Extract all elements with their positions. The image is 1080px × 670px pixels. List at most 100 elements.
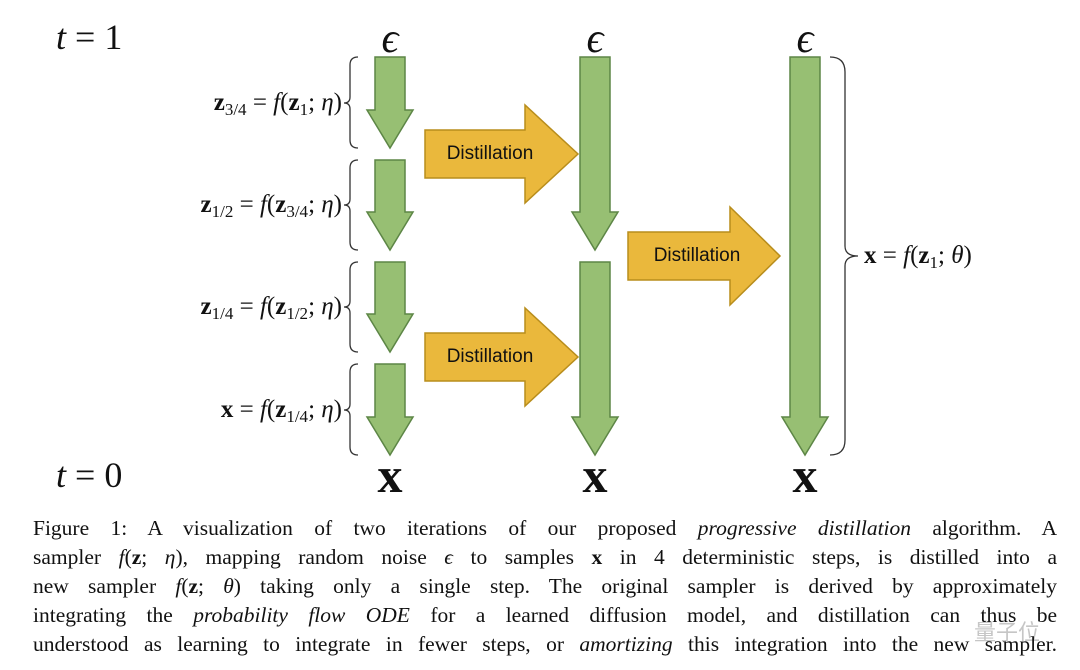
text-run: z [131, 545, 142, 569]
text-run: η [321, 293, 334, 320]
text-run: ; [938, 242, 952, 269]
text-run: z [288, 89, 300, 116]
text-run: z [275, 293, 287, 320]
text-run: ) [333, 396, 342, 423]
text-run: amortizing [579, 632, 673, 656]
text-run: f [273, 89, 281, 116]
text-run: 3/4 [224, 100, 247, 120]
green-arrows [365, 56, 830, 457]
distillation-arrow [424, 306, 580, 408]
noise-label: ϵ [382, 16, 401, 62]
text-run: this integration into the new sampler. [672, 632, 1058, 656]
text-run: ( [266, 396, 276, 423]
step-equation: z1/4 = f(z1/2; η) [200, 291, 342, 330]
text-run: ; [308, 293, 322, 320]
sample-label: x [583, 447, 608, 503]
caption-line: sampler f(z; η), mapping random noise ϵ … [33, 543, 1057, 571]
text-run: ( [124, 545, 132, 569]
text-run: f [175, 574, 182, 598]
text-run: ) [963, 242, 972, 269]
text-run: z [188, 574, 199, 598]
text-run: progressive distillation [697, 516, 912, 540]
text-run: ( [910, 242, 919, 269]
brace [343, 159, 359, 251]
braces [343, 56, 859, 456]
text-run: ; [308, 191, 322, 218]
text-run: = [246, 89, 274, 116]
step-equation: x = f(z1/4; η) [221, 394, 342, 433]
distillation-label: Distillation [447, 346, 534, 367]
text-run: sampler [33, 545, 119, 569]
noise-label: ϵ [587, 16, 606, 62]
text-run: Figure 1: A visualization of two iterati… [33, 516, 698, 540]
text-run: f [259, 191, 267, 218]
text-run: z [275, 191, 287, 218]
distillation-text: Distillation Distillation Distillation [447, 143, 741, 367]
distillation-arrows [424, 103, 782, 408]
text-run: = [233, 191, 260, 218]
text-run: 1/2 [286, 304, 309, 324]
noise-text: ϵ ϵ ϵ x x x [378, 16, 818, 503]
distillation-arrow [627, 205, 782, 307]
text-run: x [220, 396, 234, 423]
text-run: 1/2 [211, 202, 234, 222]
text-run: η [321, 89, 334, 116]
text-run: t [56, 455, 67, 495]
brace [343, 363, 359, 456]
brace [343, 261, 359, 353]
text-run: probability flow ODE [193, 603, 410, 627]
step-arrow [365, 261, 415, 354]
text-run: x [591, 545, 603, 569]
watermark: 量子位 [974, 621, 1040, 646]
text-run: = [233, 396, 260, 423]
text-run: = 0 [66, 455, 123, 495]
text-run: z [918, 242, 930, 269]
text-run: = [233, 293, 260, 320]
text-run: ; [308, 396, 322, 423]
text-run: understood as learning to integrate in f… [33, 632, 580, 656]
step-equation: z1/2 = f(z3/4; η) [200, 189, 342, 228]
text-run: integrating the [33, 603, 194, 627]
text-run: ) taking only a single step. The origina… [233, 574, 1057, 598]
text-run: ; [308, 89, 322, 116]
text-run: ; [141, 545, 165, 569]
step-equation: z3/4 = f(z1; η) [214, 87, 342, 126]
text-run: 1 [299, 100, 309, 120]
text-run: z [275, 396, 287, 423]
brace [829, 56, 859, 456]
text-run: t [56, 17, 67, 57]
text-run: ( [266, 191, 276, 218]
text-run: algorithm. A [911, 516, 1058, 540]
text-run: ), mapping random noise [175, 545, 445, 569]
step-arrow [570, 56, 620, 252]
text-run: 1/4 [286, 407, 309, 427]
single-step-equation: x = f(z1; θ) [864, 240, 972, 279]
distillation-label: Distillation [447, 143, 534, 164]
text-run: new sampler [33, 574, 176, 598]
text-run: f [903, 242, 911, 269]
step-arrow [570, 261, 620, 457]
time-bottom: t = 0 [56, 454, 122, 496]
text-run: z [200, 293, 212, 320]
text-run: ( [181, 574, 189, 598]
caption-line: understood as learning to integrate in f… [33, 630, 1057, 658]
distillation-arrow [424, 103, 580, 205]
text-run: θ [951, 242, 964, 269]
text-run: ) [333, 89, 342, 116]
text-run: ) [333, 293, 342, 320]
text-run: = [876, 242, 904, 269]
step-arrow [365, 56, 415, 150]
text-run: 3/4 [286, 202, 309, 222]
brace [343, 56, 359, 149]
time-top: t = 1 [56, 16, 122, 58]
text-run: η [321, 191, 334, 218]
text-run: x [864, 242, 877, 269]
text-run: for a learned diffusion model, and disti… [409, 603, 1058, 627]
caption-line: integrating the probability flow ODE for… [33, 601, 1057, 629]
text-run: z [213, 89, 225, 116]
text-run: ( [266, 293, 276, 320]
text-run: f [118, 545, 125, 569]
text-run: to samples [452, 545, 592, 569]
